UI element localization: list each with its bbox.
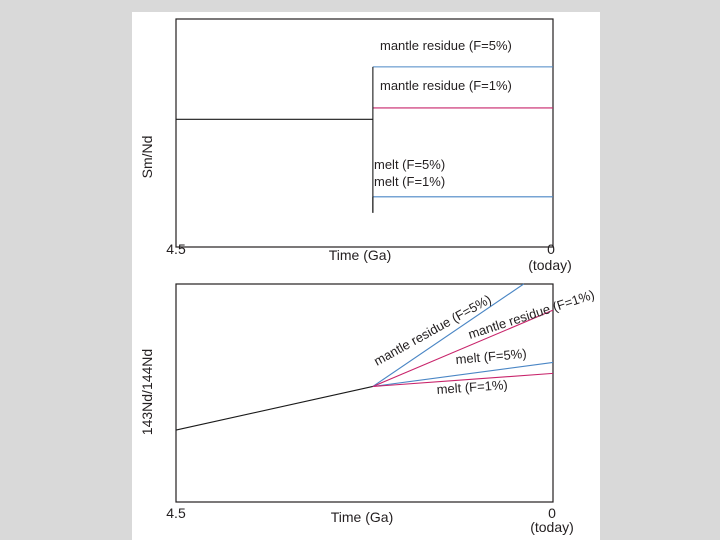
series-label-melt-1-top: melt (F=1%) [374, 174, 445, 189]
series-line-bottom-0 [175, 385, 373, 431]
series-label-melt-5-top: melt (F=5%) [374, 157, 445, 172]
series-group-bottom [175, 283, 554, 431]
series-label-melt-5-bottom: melt (F=5%) [455, 346, 527, 367]
series-line-bottom-3 [372, 361, 554, 388]
plot-frame-top [175, 18, 554, 248]
series-label-residue-1-top: mantle residue (F=1%) [380, 78, 512, 93]
series-line-bottom-2 [372, 309, 554, 387]
y-axis-label-bottom: 143Nd/144Nd [139, 349, 155, 435]
x-tick-note-top: (today) [528, 257, 572, 273]
chart-bottom: 143Nd/144Nd Time (Ga) 4.5 0 (today) mant… [139, 283, 596, 535]
x-tick-start-top: 4.5 [166, 241, 186, 257]
series-group-top [176, 66, 553, 213]
x-tick-start-bottom: 4.5 [166, 505, 186, 521]
series-label-melt-1-bottom: melt (F=1%) [436, 377, 508, 397]
x-axis-label-bottom: Time (Ga) [331, 509, 393, 525]
plot-frame-bottom [175, 283, 554, 503]
x-tick-note-bottom: (today) [530, 519, 574, 535]
series-line-bottom-1 [372, 283, 524, 387]
y-axis-label-top: Sm/Nd [139, 136, 155, 179]
chart-top: Sm/Nd Time (Ga) 4.5 0 (today) mantle res… [139, 18, 572, 273]
slide: Sm/Nd Time (Ga) 4.5 0 (today) mantle res… [132, 12, 600, 540]
x-tick-end-top: 0 [547, 241, 555, 257]
series-line-bottom-4 [372, 372, 554, 388]
series-label-residue-5-top: mantle residue (F=5%) [380, 38, 512, 53]
x-axis-label-top: Time (Ga) [329, 247, 391, 263]
x-tick-end-bottom: 0 [548, 505, 556, 521]
figure: Sm/Nd Time (Ga) 4.5 0 (today) mantle res… [139, 18, 596, 535]
